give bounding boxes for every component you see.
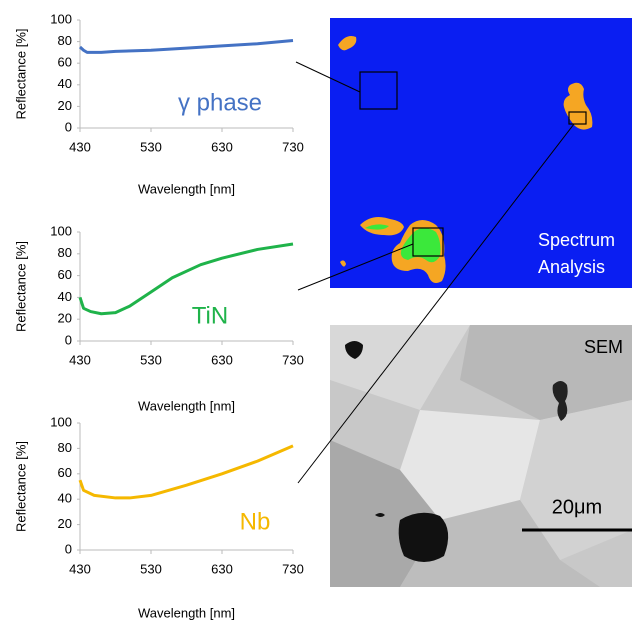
x-axis-title: Wavelength [nm] — [138, 605, 235, 620]
sem-label: SEM — [584, 337, 623, 357]
x-tick-label: 530 — [140, 561, 162, 576]
y-tick-label: 100 — [50, 11, 72, 26]
x-tick-label: 630 — [211, 561, 233, 576]
y-tick-label: 0 — [65, 119, 72, 134]
x-tick-label: 730 — [282, 561, 304, 576]
y-tick-label: 40 — [58, 491, 72, 506]
line-series — [80, 41, 293, 53]
y-tick-label: 40 — [58, 76, 72, 91]
y-tick-label: 100 — [50, 414, 72, 429]
y-tick-label: 60 — [58, 465, 72, 480]
y-axis-title: Reflectance [%] — [13, 441, 28, 532]
y-tick-label: 0 — [65, 332, 72, 347]
y-tick-label: 40 — [58, 289, 72, 304]
y-tick-label: 60 — [58, 267, 72, 282]
y-tick-label: 100 — [50, 223, 72, 238]
y-tick-label: 80 — [58, 440, 72, 455]
y-tick-label: 0 — [65, 541, 72, 556]
series-label: γ phase — [178, 89, 262, 116]
y-tick-label: 20 — [58, 98, 72, 113]
y-axis-title: Reflectance [%] — [13, 28, 28, 119]
y-tick-label: 20 — [58, 311, 72, 326]
x-tick-label: 730 — [282, 352, 304, 367]
x-tick-label: 430 — [69, 561, 91, 576]
series-label: TiN — [192, 302, 228, 329]
line-series — [80, 446, 293, 498]
x-tick-label: 430 — [69, 139, 91, 154]
sem-image: SEM 20μm — [330, 325, 632, 587]
y-tick-label: 20 — [58, 516, 72, 531]
x-axis-title: Wavelength [nm] — [138, 398, 235, 413]
scale-bar-label: 20μm — [552, 496, 602, 518]
x-tick-label: 530 — [140, 352, 162, 367]
series-label: Nb — [240, 508, 271, 535]
x-tick-label: 630 — [211, 139, 233, 154]
y-tick-label: 60 — [58, 55, 72, 70]
y-tick-label: 80 — [58, 245, 72, 260]
x-tick-label: 630 — [211, 352, 233, 367]
spectrum-map: Spectrum Analysis — [330, 18, 632, 288]
x-tick-label: 730 — [282, 139, 304, 154]
y-tick-label: 80 — [58, 33, 72, 48]
y-axis-title: Reflectance [%] — [13, 241, 28, 332]
map-label: Spectrum — [538, 230, 615, 250]
map-label: Analysis — [538, 257, 605, 277]
line-series — [80, 244, 293, 314]
x-tick-label: 530 — [140, 139, 162, 154]
x-tick-label: 430 — [69, 352, 91, 367]
figure: Spectrum Analysis SEM 20μm 0 20 40 60 80 100 4… — [0, 0, 632, 622]
x-axis-title: Wavelength [nm] — [138, 181, 235, 196]
